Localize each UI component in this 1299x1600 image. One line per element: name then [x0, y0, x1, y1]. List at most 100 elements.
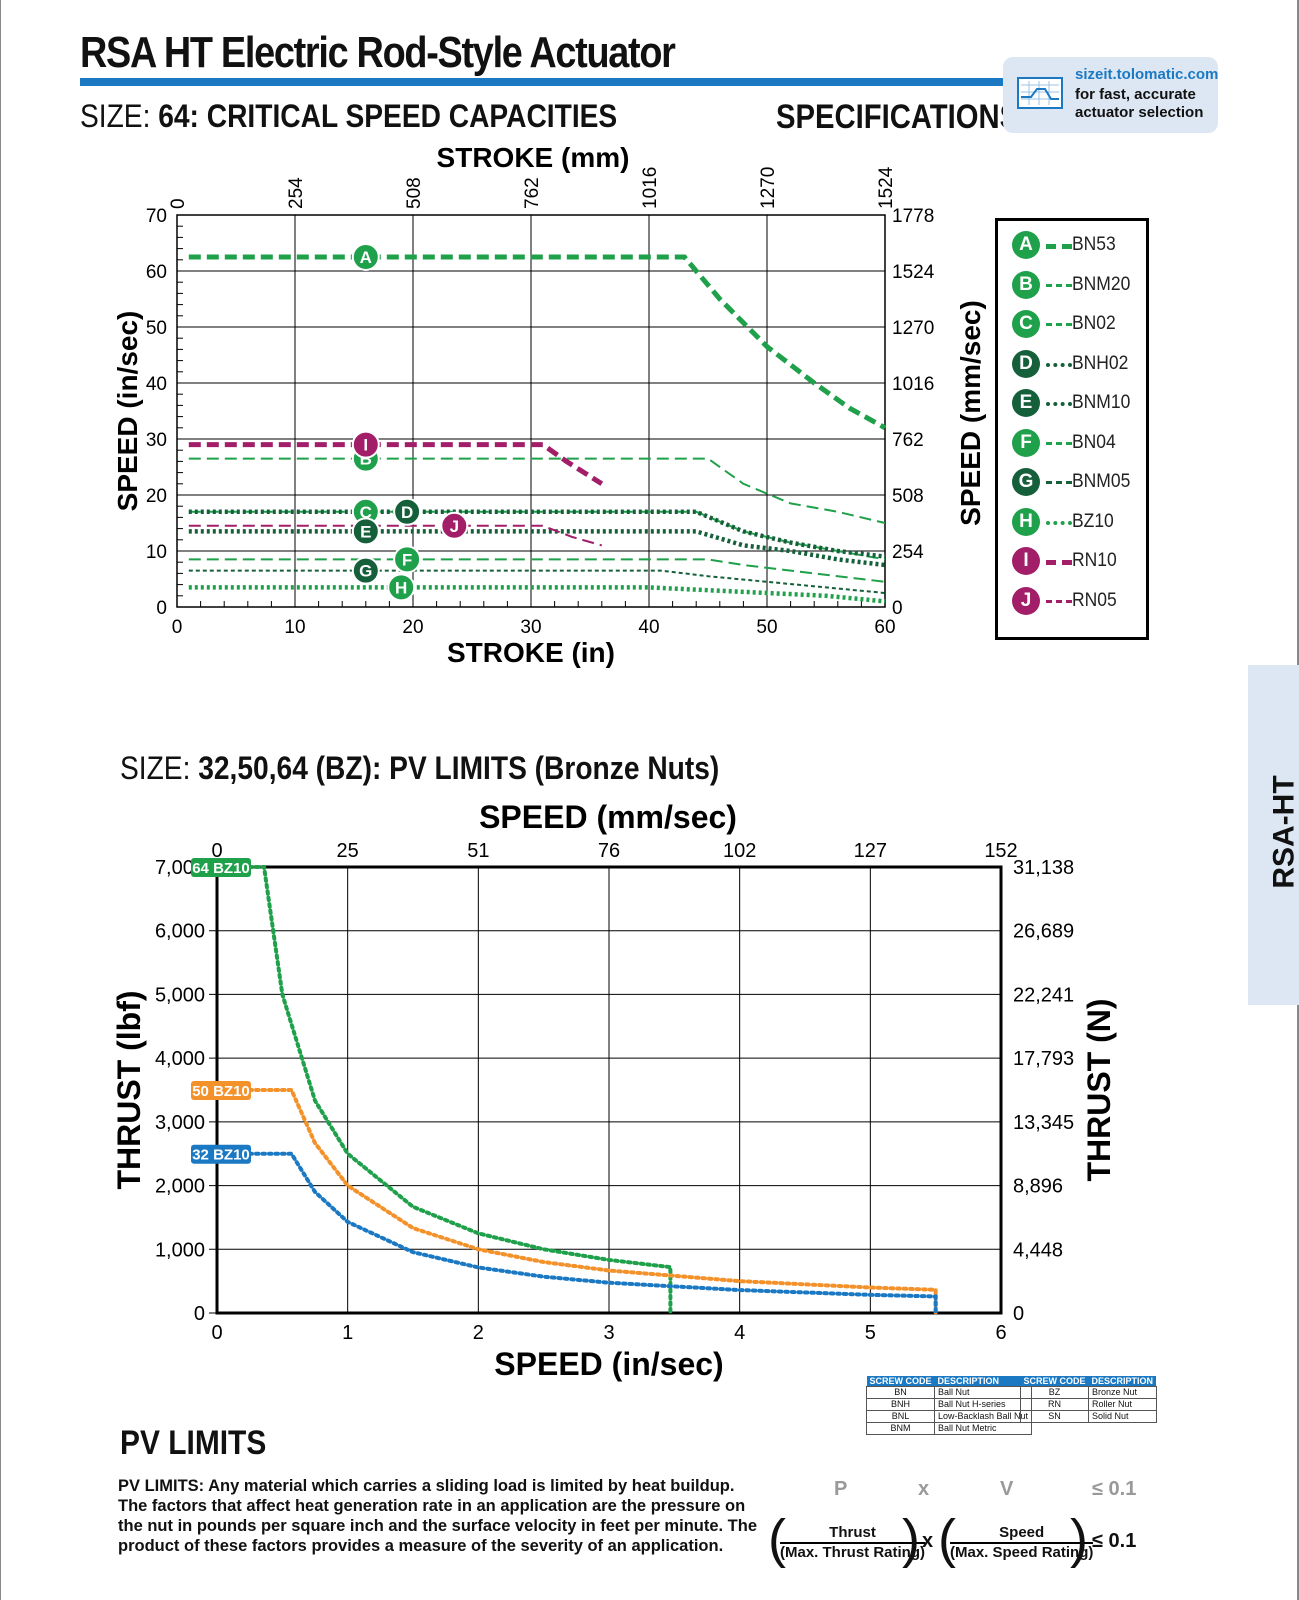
y2-tick-label: 22,241: [1013, 984, 1074, 1006]
series-label-box: [191, 1144, 251, 1164]
screw-code-table-1: SCREW CODE DESCRIPTION BN Ball Nut BNH Ball…: [865, 1376, 1033, 1435]
y-tick-label: 5,000: [155, 984, 205, 1006]
y-tick-label: 70: [146, 206, 167, 227]
speed-fraction: Speed (Max. Speed Rating): [950, 1524, 1094, 1562]
series-label-box: [191, 1081, 251, 1100]
screw-code-cell: BN: [865, 1386, 936, 1399]
description-cell: Solid Nut: [1088, 1410, 1157, 1423]
series-line-E: [188, 529, 886, 568]
y-tick-label: 30: [146, 430, 167, 451]
y-tick-label: 0: [194, 1303, 205, 1325]
sizeit-badge[interactable]: sizeit.tolomatic.com for fast, accurate a…: [1003, 57, 1218, 133]
badge-url[interactable]: sizeit.tolomatic.com: [1075, 66, 1219, 83]
critical-speed-chart: 0 10 20 30 40 50 60010203040506070025450876210…: [112, 142, 986, 668]
x2-axis-title: STROKE (mm): [437, 142, 630, 173]
legend-label: BN02: [1072, 313, 1116, 334]
x-tick-label: 6: [995, 1322, 1006, 1344]
series-label-text: 50 BZ10: [192, 1083, 250, 1100]
series-line-C: [188, 510, 886, 561]
section-pv-limits: SIZE: 32,50,64 (BZ): PV LIMITS (Bronze N…: [120, 750, 719, 787]
series-marker-D: D: [393, 497, 422, 526]
table-row: SN Solid Nut: [1019, 1410, 1157, 1423]
legend-swatch: [1046, 362, 1072, 367]
y2-tick-label: 0: [1013, 1303, 1024, 1325]
legend-item-D: D BNH02: [1012, 349, 1152, 380]
marker-label: H: [395, 578, 407, 597]
thrust-numerator: Thrust: [780, 1524, 925, 1544]
x-tick-label: 0: [211, 1322, 222, 1344]
marker-label: G: [359, 562, 372, 581]
x2-tick-label: 254: [286, 177, 307, 209]
y-tick-label: 2,000: [155, 1176, 205, 1198]
series-marker-F: F: [393, 545, 422, 574]
series-marker-G: G: [351, 556, 380, 585]
description-cell: Ball Nut: [934, 1386, 1033, 1399]
section-title-2: 32,50,64 (BZ): PV LIMITS (Bronze Nuts): [198, 750, 720, 786]
legend-marker: A: [1012, 231, 1040, 259]
legend-swatch: [1046, 244, 1072, 249]
series-marker-C: C: [351, 497, 380, 526]
legend-marker: E: [1012, 389, 1040, 417]
thrust-denominator: (Max. Thrust Rating): [780, 1544, 925, 1561]
chart-legend: A BN53 B BNM20 C BN02 D BNH02 E BNM10 F BN04 G BNM05 H…: [995, 218, 1149, 640]
legend-label: BN53: [1072, 234, 1116, 255]
section-prefix: SIZE:: [80, 98, 151, 134]
legend-swatch: [1046, 402, 1072, 406]
marker-circle: [351, 517, 380, 546]
marker-circle: [387, 573, 416, 602]
legend-item-F: F BN04: [1012, 428, 1152, 459]
legend-label: RN10: [1072, 550, 1117, 571]
marker-circle: [393, 545, 422, 574]
section-critical-speed: SIZE: 64: CRITICAL SPEED CAPACITIES: [80, 98, 617, 135]
series-label-64-BZ10: 64 BZ10: [191, 858, 251, 877]
thrust-fraction: Thrust (Max. Thrust Rating): [780, 1524, 925, 1562]
formula-x: x: [918, 1478, 930, 1500]
legend-item-A: A BN53: [1012, 231, 1152, 261]
y-axis-title: SPEED (in/sec): [112, 311, 143, 512]
legend-item-H: H BZ10: [1012, 507, 1152, 538]
title-rule: [80, 78, 1005, 86]
table-row: BNH Ball Nut H-series: [865, 1398, 1033, 1411]
legend-item-B: B BNM20: [1012, 270, 1152, 301]
table-row: BNL Low-Backlash Ball Nut: [865, 1410, 1033, 1423]
badge-tagline: for fast, accurate actuator selection: [1075, 86, 1203, 122]
series-label-box: [191, 858, 251, 877]
series-marker-A: A: [351, 243, 380, 271]
y2-tick-label: 31,138: [1013, 857, 1074, 879]
screw-code-table-2: SCREW CODE DESCRIPTION BZ Bronze Nut RN Rol…: [1019, 1376, 1157, 1423]
x-tick-label: 30: [520, 617, 541, 638]
badge-line-3: actuator selection: [1075, 104, 1204, 121]
table-row: BN Ball Nut: [865, 1386, 1033, 1399]
screw-code-cell: RN: [1019, 1398, 1090, 1411]
legend-swatch: [1046, 283, 1072, 287]
speed-denominator: (Max. Speed Rating): [950, 1544, 1094, 1561]
x2-tick-label: 0: [211, 840, 222, 862]
y2-axis-title: SPEED (mm/sec): [955, 300, 986, 526]
y-tick-label: 3,000: [155, 1112, 205, 1134]
legend-item-I: I RN10: [1012, 547, 1152, 577]
marker-label: D: [401, 503, 413, 522]
series-line-B: [188, 457, 886, 524]
legend-label: BNM05: [1072, 471, 1131, 492]
legend-marker: B: [1012, 270, 1040, 299]
legend-marker: J: [1012, 586, 1040, 615]
legend-marker: D: [1012, 349, 1040, 378]
marker-circle: [440, 511, 469, 540]
series-marker-I: I: [351, 430, 380, 459]
side-tab[interactable]: RSA-HT: [1248, 665, 1299, 1005]
y-tick-label: 1,000: [155, 1239, 205, 1261]
y2-tick-label: 1524: [892, 262, 935, 283]
y2-tick-label: 762: [892, 430, 924, 451]
legend-marker: G: [1012, 468, 1040, 496]
y-tick-label: 6,000: [155, 921, 205, 943]
description-cell: Ball Nut H-series: [934, 1398, 1033, 1411]
y2-tick-label: 508: [892, 486, 924, 507]
table1-header-code: SCREW CODE: [866, 1376, 935, 1387]
y-tick-label: 60: [146, 262, 167, 283]
x2-tick-label: 1016: [640, 167, 661, 209]
x2-tick-label: 76: [598, 840, 620, 862]
description-cell: Low-Backlash Ball Nut: [934, 1410, 1033, 1423]
y-tick-label: 40: [146, 374, 167, 395]
x-axis-title: SPEED (in/sec): [494, 1346, 723, 1382]
legend-label: BNH02: [1072, 352, 1129, 374]
